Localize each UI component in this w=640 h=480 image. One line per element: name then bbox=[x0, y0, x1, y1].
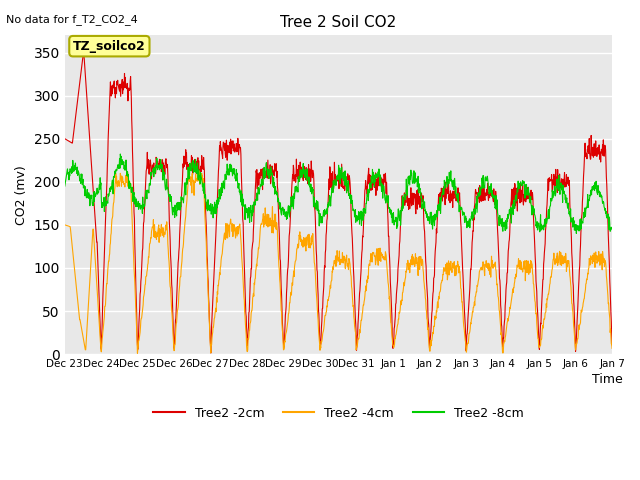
Text: TZ_soilco2: TZ_soilco2 bbox=[73, 40, 146, 53]
Title: Tree 2 Soil CO2: Tree 2 Soil CO2 bbox=[280, 15, 397, 30]
Y-axis label: CO2 (mv): CO2 (mv) bbox=[15, 165, 28, 225]
Legend: Tree2 -2cm, Tree2 -4cm, Tree2 -8cm: Tree2 -2cm, Tree2 -4cm, Tree2 -8cm bbox=[148, 402, 529, 425]
X-axis label: Time: Time bbox=[592, 373, 623, 386]
Text: No data for f_T2_CO2_4: No data for f_T2_CO2_4 bbox=[6, 14, 138, 25]
